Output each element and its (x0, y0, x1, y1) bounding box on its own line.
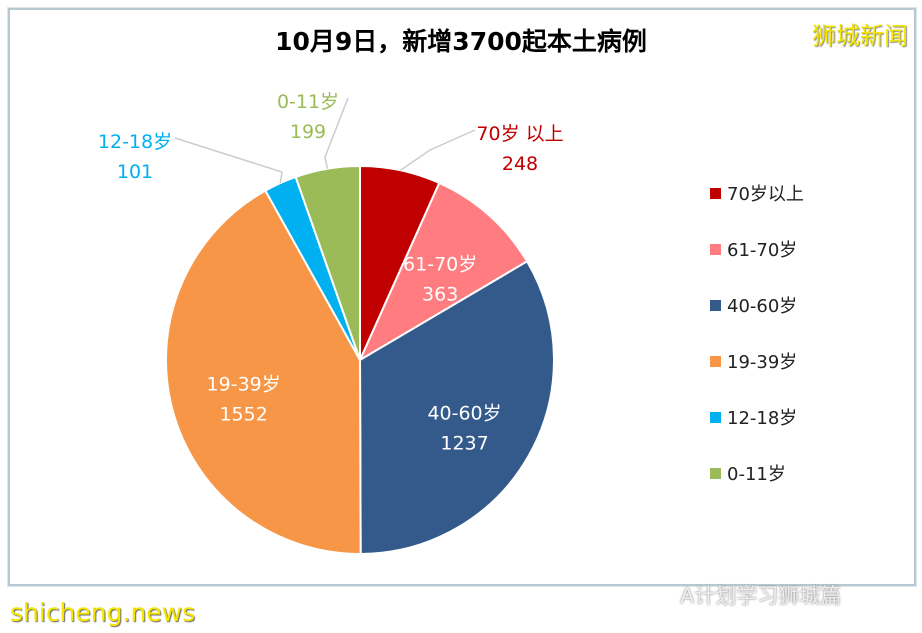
leader-line (324, 97, 349, 169)
legend-label: 12-18岁 (727, 408, 798, 429)
slice-value: 101 (117, 161, 153, 183)
slice-value: 1552 (219, 404, 267, 426)
legend-label: 19-39岁 (727, 352, 798, 373)
slice-label: 19-39岁 (207, 374, 281, 396)
legend-item: 12-18岁 (710, 404, 797, 430)
slice-value: 199 (290, 121, 326, 143)
slice-label: 61-70岁 (403, 253, 477, 275)
chart-frame (8, 8, 916, 586)
brand-logo: 狮城新闻 (812, 22, 908, 50)
legend-swatch (710, 243, 721, 255)
pie-slice (165, 189, 362, 556)
legend-swatch (710, 467, 721, 479)
leader-line (400, 129, 476, 171)
legend-label: 70岁以上 (727, 184, 804, 205)
legend-swatch (710, 355, 721, 367)
slice-value: 363 (422, 283, 458, 305)
legend-label: 40-60岁 (727, 296, 798, 317)
legend-item: 70岁以上 (710, 180, 804, 206)
slice-label: 0-11岁 (277, 91, 339, 113)
wechat-watermark: A计划学习狮城篇 (680, 584, 842, 608)
slice-label: 70岁 以上 (476, 123, 563, 145)
slice-value: 1237 (440, 432, 488, 454)
pie-slice (357, 181, 529, 363)
legend-swatch (710, 411, 721, 423)
slice-label: 40-60岁 (427, 402, 501, 424)
legend-item: 40-60岁 (710, 292, 797, 318)
legend-swatch (710, 299, 721, 311)
legend-item: 0-11岁 (710, 460, 786, 486)
chart-title: 10月9日，新增3700起本土病例 (275, 27, 647, 56)
leader-line (174, 137, 283, 184)
slice-label: 12-18岁 (98, 131, 172, 153)
legend-label: 61-70岁 (727, 240, 798, 261)
legend-label: 0-11岁 (727, 464, 786, 485)
watermark: shicheng.news (10, 598, 196, 627)
legend-item: 61-70岁 (710, 236, 797, 262)
legend-swatch (710, 187, 721, 199)
slice-value: 248 (502, 153, 538, 175)
pie-slice (358, 260, 555, 556)
legend-item: 19-39岁 (710, 348, 797, 374)
